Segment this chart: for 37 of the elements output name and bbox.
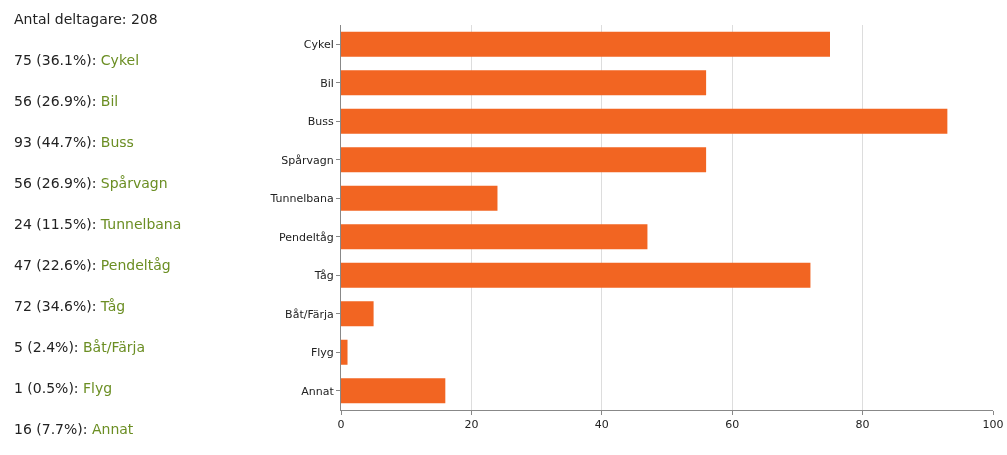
bar [341, 70, 707, 96]
x-tick-label: 60 [725, 418, 740, 432]
y-tick-label: Tunnelbana [269, 192, 334, 206]
text: 1 (0.5%): Flyg [14, 380, 113, 396]
x-tick-label: 100 [982, 418, 1004, 432]
y-tick-label: Pendeltåg [278, 230, 334, 244]
y-tick-label: Bil [320, 76, 334, 90]
bar [341, 301, 374, 327]
text: 47 (22.6%): Pendeltåg [14, 257, 171, 273]
bar [341, 147, 707, 173]
x-tick-label: 0 [337, 418, 345, 432]
text: Antal deltagare: 208 [14, 10, 159, 29]
y-tick-label: Annat [301, 384, 335, 398]
text: 72 (34.6%): Tåg [14, 298, 126, 314]
text: 56 (26.9%): Bil [14, 93, 119, 109]
x-tick-label: 80 [855, 418, 870, 432]
y-tick-label: Båt/Färja [285, 307, 334, 321]
bar [341, 339, 348, 365]
y-tick-label: Cykel [303, 38, 334, 52]
text: 24 (11.5%): Tunnelbana [14, 216, 182, 232]
y-tick-label: Tåg [313, 269, 334, 283]
text: 93 (44.7%): Buss [14, 134, 134, 150]
y-tick-label: Flyg [310, 346, 334, 360]
bar [341, 262, 811, 288]
x-tick-label: 40 [594, 418, 609, 432]
bar [341, 108, 948, 134]
bar [341, 185, 498, 211]
bar [341, 224, 648, 250]
text: 56 (26.9%): Spårvagn [14, 175, 168, 191]
y-tick-label: Buss [307, 115, 335, 129]
text: 16 (7.7%): Annat [14, 421, 134, 437]
bar [341, 31, 830, 57]
y-tick-label: Spårvagn [281, 153, 334, 167]
bar [341, 378, 446, 404]
text: 5 (2.4%): Båt/Färja [14, 339, 145, 355]
x-tick-label: 20 [464, 418, 479, 432]
text: 75 (36.1%): Cykel [14, 52, 140, 68]
